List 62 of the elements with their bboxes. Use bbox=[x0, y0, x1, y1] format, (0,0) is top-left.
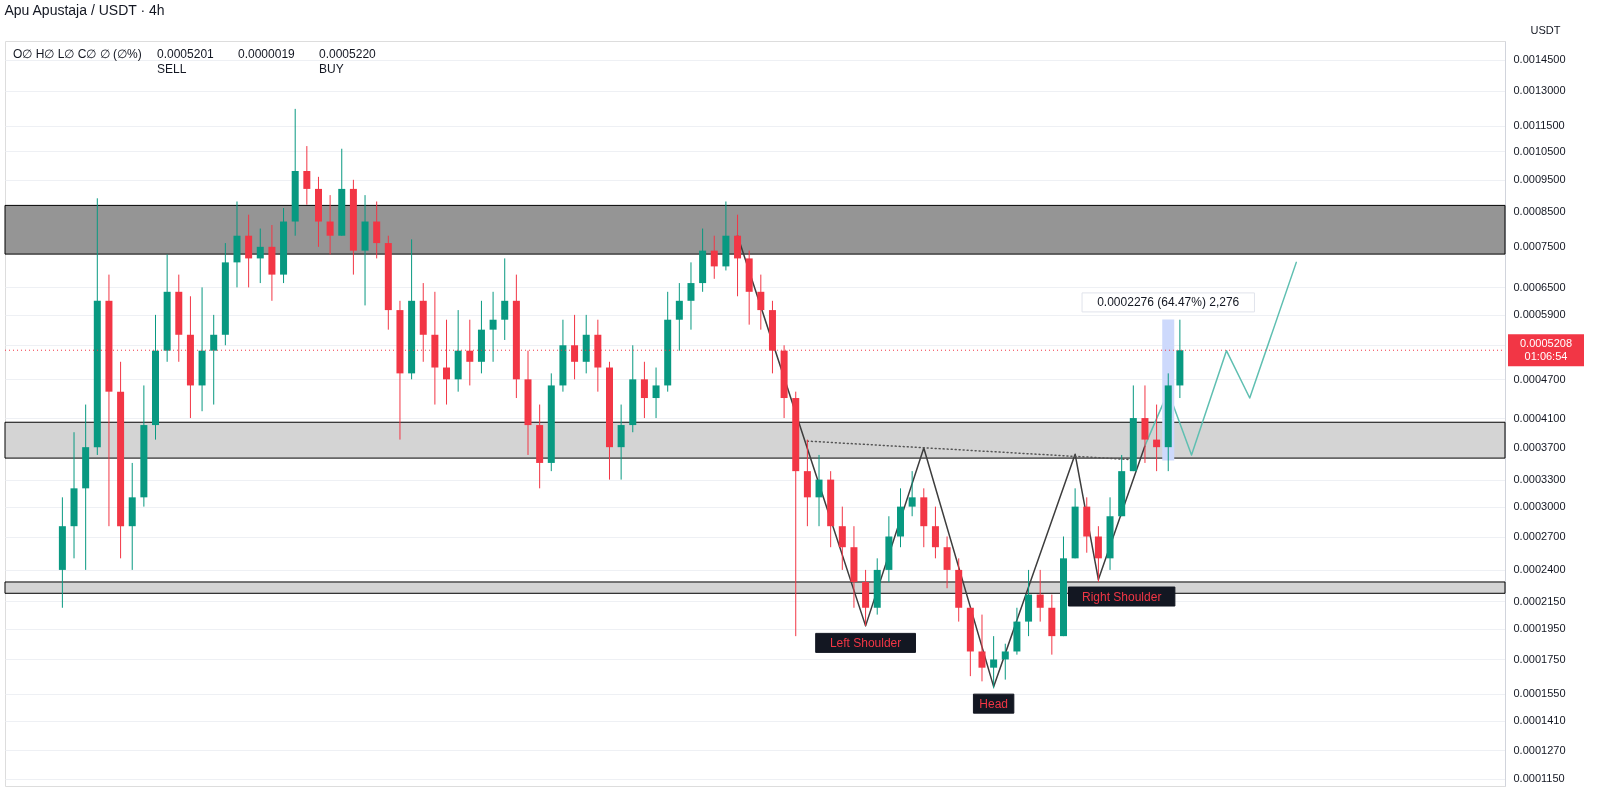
candlestick bbox=[978, 614, 986, 682]
y-tick-label: 0.0001150 bbox=[1513, 772, 1565, 785]
y-tick-label: 0.0009500 bbox=[1513, 173, 1566, 186]
candlestick bbox=[373, 201, 381, 259]
annotation: Head bbox=[979, 696, 1008, 711]
candlestick bbox=[734, 214, 742, 297]
candlestick bbox=[838, 506, 846, 571]
annotation: Right Shoulder bbox=[1081, 589, 1162, 604]
y-tick-label: 0.0001950 bbox=[1513, 622, 1566, 635]
candlestick bbox=[326, 194, 334, 255]
chart-title: Apu Apustaja / USDT · 4h bbox=[4, 2, 165, 18]
candlestick bbox=[501, 257, 509, 341]
y-tick-label: 0.0001750 bbox=[1513, 652, 1566, 665]
annotation: 0.0005220 BUY bbox=[319, 47, 377, 76]
y-tick-label: 0.0001410 bbox=[1513, 714, 1566, 727]
candlestick bbox=[640, 361, 648, 419]
annotation: Left Shoulder bbox=[829, 635, 902, 650]
y-tick-label: 0.0003000 bbox=[1513, 500, 1566, 513]
y-tick-label: 0.0013000 bbox=[1513, 84, 1566, 97]
y-tick-label: 0.0004100 bbox=[1513, 411, 1566, 424]
candlestick bbox=[652, 367, 660, 419]
y-tick-label: 0.0006500 bbox=[1513, 280, 1566, 293]
y-tick-label: 0.0002400 bbox=[1513, 563, 1566, 576]
candlestick bbox=[1036, 569, 1044, 623]
candlestick bbox=[931, 506, 939, 559]
candlestick bbox=[687, 261, 695, 331]
y-tick-label: 0.0014500 bbox=[1513, 53, 1566, 66]
candlestick bbox=[617, 404, 625, 481]
annotation: 0.0002276 (64.47%) 2,276 bbox=[1097, 295, 1240, 310]
y-tick-label: 0.0007500 bbox=[1513, 240, 1566, 253]
candlestick bbox=[210, 314, 218, 406]
y-tick-label: 0.0010500 bbox=[1513, 144, 1566, 157]
candlestick bbox=[489, 291, 497, 363]
y-tick-label: 0.0004700 bbox=[1513, 372, 1566, 385]
candlestick bbox=[1001, 643, 1009, 681]
annotation: 0.0005201 SELL bbox=[157, 47, 215, 76]
candlestick bbox=[1141, 384, 1149, 464]
candlestick bbox=[757, 274, 765, 331]
candlestick bbox=[990, 635, 998, 689]
candlestick bbox=[908, 470, 916, 517]
y-tick-label: 0.0002700 bbox=[1513, 530, 1566, 543]
annotation: 0.0000019 bbox=[238, 47, 296, 61]
y-tick-label: 0.0005900 bbox=[1513, 308, 1566, 321]
y-tick-label: 0.0003300 bbox=[1513, 473, 1566, 486]
y-tick-label: 0.0008500 bbox=[1513, 204, 1566, 217]
candlestick bbox=[1153, 404, 1161, 472]
candlestick bbox=[303, 145, 311, 206]
y-tick-label: 0.0001270 bbox=[1513, 743, 1566, 756]
candlestick bbox=[675, 282, 683, 352]
candlestick bbox=[710, 235, 718, 280]
y-tick-label: 0.0002150 bbox=[1513, 594, 1566, 607]
annotation: O∅ H∅ L∅ C∅ ∅ (∅%) bbox=[13, 47, 142, 61]
candlestick bbox=[245, 214, 253, 288]
y-tick-label: 0.0011500 bbox=[1513, 119, 1565, 132]
candlestick bbox=[1094, 525, 1102, 583]
y-tick-label: 0.0001550 bbox=[1513, 687, 1566, 700]
candlestick bbox=[256, 228, 264, 284]
y-axis-title: USDT bbox=[1530, 23, 1561, 36]
candlestick bbox=[815, 454, 823, 527]
ref-line-label: 0.0005208 01:06:54 bbox=[1520, 337, 1572, 363]
y-tick-label: 0.0003700 bbox=[1513, 440, 1566, 453]
candlestick bbox=[943, 536, 951, 589]
